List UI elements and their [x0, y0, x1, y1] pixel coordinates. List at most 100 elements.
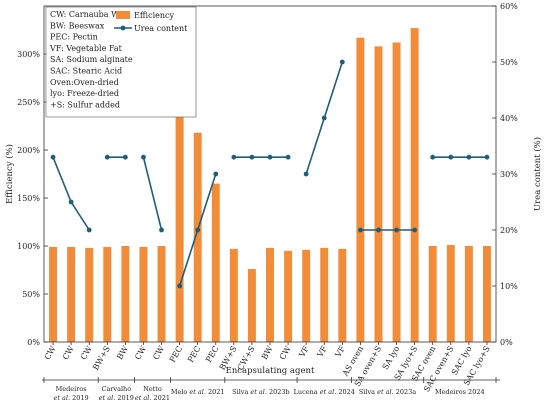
urea-point [412, 227, 418, 233]
efficiency-bar [338, 248, 347, 342]
y2-tick-label: 50% [500, 58, 518, 67]
category-label: CW [61, 344, 76, 362]
category-label: CW [79, 344, 94, 362]
y-tick-label: 100% [17, 242, 40, 251]
category-label: CW [133, 344, 148, 362]
y-tick-label: 150% [17, 194, 40, 203]
efficiency-bars [49, 28, 491, 343]
legend-abbreviation: PEC: Pectin [50, 33, 98, 42]
y2-tick-label: 10% [500, 282, 518, 291]
urea-point [267, 154, 273, 160]
urea-point [249, 154, 255, 160]
urea-point [394, 227, 399, 233]
legend-urea-marker [120, 25, 126, 31]
group-label: Melo et al. 2021 [171, 388, 225, 396]
category-label: CW [43, 344, 58, 362]
category-label: VF [333, 344, 347, 360]
efficiency-bar [121, 246, 130, 342]
urea-point [195, 227, 201, 233]
urea-point [466, 154, 472, 160]
efficiency-bar [428, 246, 437, 342]
legend-box [45, 6, 197, 118]
efficiency-bar [482, 246, 491, 342]
legend-abbreviation: SAC: Stearic Acid [50, 67, 122, 76]
group-label: Carvalho [101, 385, 131, 393]
y2-tick-label: 20% [500, 226, 518, 235]
y-tick-label: 300% [17, 50, 40, 59]
urea-point [68, 199, 74, 205]
category-label: PEC [186, 345, 202, 365]
efficiency-bar [157, 246, 166, 342]
y-tick-label: 200% [17, 146, 40, 155]
legend-efficiency-label: Efficiency [134, 11, 174, 20]
y2-tick-label: 60% [500, 2, 518, 11]
legend-abbreviation: Oven:Oven-dried [50, 78, 119, 87]
urea-line-segment [142, 157, 163, 231]
efficiency-bar [67, 246, 76, 342]
urea-content-lines [50, 59, 490, 289]
legend-abbreviation: lyo: Freeze-dried [50, 89, 119, 98]
group-label: Silva et al. 2023b [232, 388, 290, 396]
legend-abbreviation: VF: Vegetable Fat [49, 44, 123, 53]
y2-tick-label: 30% [500, 170, 518, 179]
efficiency-bar [266, 247, 274, 342]
legend-abbreviation: BW: Beeswax [50, 21, 105, 30]
urea-point [339, 59, 345, 65]
urea-point [285, 154, 291, 160]
category-label: BW+S [91, 345, 112, 372]
efficiency-bar [49, 246, 58, 342]
efficiency-bar [320, 247, 329, 342]
urea-point [50, 154, 56, 160]
urea-point [141, 154, 146, 160]
efficiency-bar [410, 28, 419, 343]
group-label: et al. 2019 [54, 394, 89, 402]
efficiency-bar [356, 37, 365, 343]
efficiency-bar [446, 245, 455, 342]
efficiency-bar [139, 246, 148, 342]
urea-point [303, 171, 309, 177]
efficiency-bar [247, 269, 256, 342]
category-label: VF [315, 344, 329, 360]
urea-point [177, 283, 183, 289]
group-label: et al. 2019 [99, 394, 134, 402]
urea-point [430, 154, 436, 160]
group-label: Medeiros [56, 385, 87, 393]
category-label: PEC [204, 345, 220, 365]
x-axis-title: Encapsulating agent [226, 366, 315, 376]
legend-efficiency-swatch [116, 11, 130, 19]
efficiency-bar [229, 248, 238, 342]
legend-abbreviation: SA: Sodium alginate [50, 55, 133, 64]
group-label: Medeiros 2024 [435, 388, 485, 396]
legend-abbreviation: CW: Carnauba Wax [50, 10, 128, 19]
urea-line-segment [52, 156, 90, 231]
efficiency-bar [175, 90, 184, 342]
category-label: CW [278, 344, 293, 362]
y-axis-title: Efficiency (%) [4, 144, 15, 204]
y-tick-label: 50% [22, 290, 40, 299]
urea-point [213, 171, 219, 177]
group-label: Netto [143, 385, 162, 393]
group-label: Lucena et al. 2024 [294, 388, 355, 396]
legend-urea-label: Urea content [134, 24, 188, 33]
efficiency-bar [392, 42, 401, 342]
category-label: BW [260, 344, 275, 361]
category-label: PEC [168, 345, 184, 365]
urea-point [159, 227, 164, 233]
urea-point [104, 154, 110, 160]
y-tick-label: 250% [17, 98, 40, 107]
urea-point [358, 227, 363, 233]
urea-point [122, 154, 128, 160]
urea-point [231, 154, 237, 160]
efficiency-bar [464, 246, 473, 342]
group-label: et al. 2021 [135, 394, 170, 402]
efficiency-bar [302, 249, 311, 342]
y2-tick-label: 0% [500, 338, 513, 347]
y2-axis-title: Urea content (%) [532, 137, 543, 211]
category-label: CW [151, 344, 166, 362]
urea-point [321, 115, 327, 121]
urea-point [448, 154, 454, 160]
efficiency-bar [85, 247, 94, 342]
category-label: BW [115, 344, 130, 361]
